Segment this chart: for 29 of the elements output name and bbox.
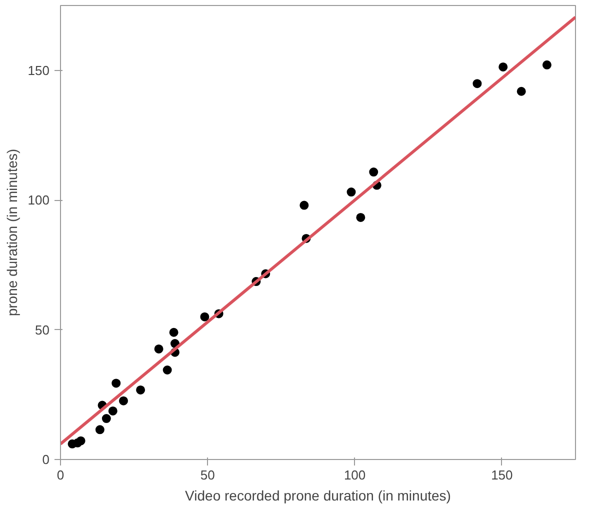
- point: [136, 385, 146, 394]
- point: [200, 312, 210, 322]
- y-tick-label: 50: [35, 322, 50, 338]
- x-tick-label: 100: [344, 468, 366, 482]
- point: [102, 414, 111, 423]
- y-tick-label: 150: [28, 62, 50, 78]
- point: [300, 200, 309, 210]
- point: [516, 86, 526, 96]
- point: [472, 79, 482, 88]
- y-tick-label: 0: [42, 452, 50, 467]
- point: [95, 425, 104, 434]
- point: [369, 168, 378, 177]
- point: [169, 328, 178, 337]
- x-tick-label: 150: [491, 468, 513, 482]
- point: [112, 378, 121, 388]
- x-axis-title: Video recorded prone duration (in minutes): [185, 488, 451, 504]
- point: [108, 406, 118, 416]
- x-tick-label: 0: [56, 468, 64, 482]
- point: [76, 436, 86, 446]
- x-tick-label: 50: [200, 468, 215, 482]
- point: [498, 62, 508, 72]
- point: [162, 366, 172, 374]
- point: [118, 396, 128, 406]
- point: [542, 60, 552, 70]
- point: [346, 188, 356, 197]
- point: [154, 344, 164, 354]
- y-axis-title: prone duration (in minutes): [4, 148, 20, 316]
- point: [356, 212, 366, 222]
- y-tick-label: 100: [28, 192, 50, 208]
